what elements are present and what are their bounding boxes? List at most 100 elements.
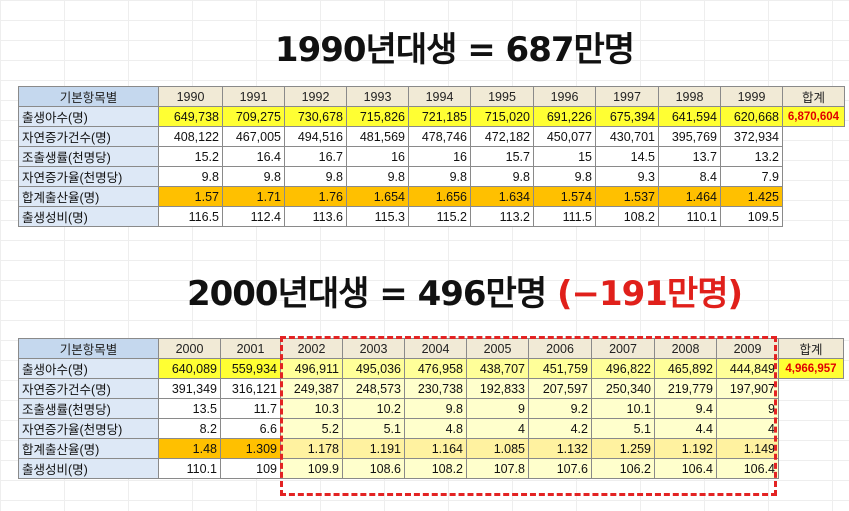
data-cell[interactable]: 6.6 [220, 418, 281, 439]
data-cell[interactable]: 250,340 [591, 378, 655, 399]
data-cell[interactable]: 691,226 [533, 106, 596, 127]
data-cell[interactable]: 1.537 [595, 186, 659, 207]
row-label-cell[interactable]: 출생아수(명) [18, 106, 159, 127]
total-header-cell[interactable]: 합계 [778, 338, 844, 359]
data-cell[interactable]: 495,036 [342, 358, 405, 379]
data-cell[interactable]: 438,707 [466, 358, 529, 379]
data-cell[interactable]: 13.5 [158, 398, 221, 419]
data-cell[interactable]: 1.48 [158, 438, 221, 459]
year-header-cell[interactable]: 1998 [658, 86, 721, 107]
year-header-cell[interactable]: 2003 [342, 338, 405, 359]
row-label-cell[interactable]: 자연증가건수(명) [18, 126, 159, 147]
data-cell[interactable]: 248,573 [342, 378, 405, 399]
row-label-cell[interactable]: 출생성비(명) [18, 206, 159, 227]
data-cell[interactable]: 11.7 [220, 398, 281, 419]
data-cell[interactable]: 4.8 [404, 418, 467, 439]
year-header-cell[interactable]: 1994 [408, 86, 471, 107]
data-cell[interactable]: 15 [533, 146, 596, 167]
data-cell[interactable]: 113.6 [284, 206, 347, 227]
data-cell[interactable]: 14.5 [595, 146, 659, 167]
data-cell[interactable]: 207,597 [528, 378, 592, 399]
data-cell[interactable]: 13.2 [720, 146, 783, 167]
data-cell[interactable]: 709,275 [222, 106, 285, 127]
data-cell[interactable]: 197,907 [716, 378, 779, 399]
year-header-cell[interactable]: 2005 [466, 338, 529, 359]
data-cell[interactable]: 112.4 [222, 206, 285, 227]
year-header-cell[interactable]: 2009 [716, 338, 779, 359]
data-cell[interactable]: 9.4 [654, 398, 717, 419]
data-cell[interactable]: 219,779 [654, 378, 717, 399]
data-cell[interactable]: 675,394 [595, 106, 659, 127]
year-header-cell[interactable]: 1993 [346, 86, 409, 107]
data-cell[interactable]: 9.8 [346, 166, 409, 187]
year-header-cell[interactable]: 2002 [280, 338, 343, 359]
data-cell[interactable]: 476,958 [404, 358, 467, 379]
data-cell[interactable]: 10.3 [280, 398, 343, 419]
year-header-cell[interactable]: 1995 [470, 86, 534, 107]
data-cell[interactable]: 108.6 [342, 458, 405, 479]
year-header-cell[interactable]: 2008 [654, 338, 717, 359]
data-cell[interactable]: 9.3 [595, 166, 659, 187]
data-cell[interactable]: 5.1 [591, 418, 655, 439]
data-cell[interactable]: 9.8 [533, 166, 596, 187]
row-label-cell[interactable]: 조출생률(천명당) [18, 146, 159, 167]
year-header-cell[interactable]: 1999 [720, 86, 783, 107]
data-cell[interactable]: 1.191 [342, 438, 405, 459]
year-header-cell[interactable]: 1991 [222, 86, 285, 107]
data-cell[interactable]: 5.2 [280, 418, 343, 439]
data-cell[interactable]: 9 [466, 398, 529, 419]
data-cell[interactable]: 1.192 [654, 438, 717, 459]
data-cell[interactable]: 115.3 [346, 206, 409, 227]
data-cell[interactable]: 496,911 [280, 358, 343, 379]
data-cell[interactable]: 1.309 [220, 438, 281, 459]
data-cell[interactable]: 1.634 [470, 186, 534, 207]
data-cell[interactable]: 478,746 [408, 126, 471, 147]
data-cell[interactable]: 1.259 [591, 438, 655, 459]
data-cell[interactable]: 640,089 [158, 358, 221, 379]
data-cell[interactable]: 1.656 [408, 186, 471, 207]
data-cell[interactable]: 9.2 [528, 398, 592, 419]
row-label-cell[interactable]: 조출생률(천명당) [18, 398, 159, 419]
data-cell[interactable]: 4.2 [528, 418, 592, 439]
data-cell[interactable]: 116.5 [158, 206, 223, 227]
data-cell[interactable]: 109 [220, 458, 281, 479]
data-cell[interactable]: 730,678 [284, 106, 347, 127]
data-cell[interactable]: 1.464 [658, 186, 721, 207]
data-cell[interactable]: 109.9 [280, 458, 343, 479]
row-label-cell[interactable]: 합계출산율(명) [18, 438, 159, 459]
data-cell[interactable]: 649,738 [158, 106, 223, 127]
data-cell[interactable]: 395,769 [658, 126, 721, 147]
year-header-cell[interactable]: 2000 [158, 338, 221, 359]
data-cell[interactable]: 481,569 [346, 126, 409, 147]
data-cell[interactable]: 1.164 [404, 438, 467, 459]
data-cell[interactable]: 1.574 [533, 186, 596, 207]
data-cell[interactable]: 230,738 [404, 378, 467, 399]
data-cell[interactable]: 9.8 [404, 398, 467, 419]
data-cell[interactable]: 8.4 [658, 166, 721, 187]
data-cell[interactable]: 494,516 [284, 126, 347, 147]
row-label-cell[interactable]: 자연증가율(천명당) [18, 418, 159, 439]
data-cell[interactable]: 4 [466, 418, 529, 439]
data-cell[interactable]: 16 [408, 146, 471, 167]
data-cell[interactable]: 4 [716, 418, 779, 439]
data-cell[interactable]: 8.2 [158, 418, 221, 439]
data-cell[interactable]: 13.7 [658, 146, 721, 167]
data-cell[interactable]: 559,934 [220, 358, 281, 379]
data-cell[interactable]: 108.2 [595, 206, 659, 227]
data-cell[interactable]: 1.57 [158, 186, 223, 207]
data-cell[interactable]: 4.4 [654, 418, 717, 439]
data-cell[interactable]: 16 [346, 146, 409, 167]
data-cell[interactable]: 109.5 [720, 206, 783, 227]
year-header-cell[interactable]: 2004 [404, 338, 467, 359]
total-header-cell[interactable]: 합계 [782, 86, 845, 107]
data-cell[interactable]: 15.7 [470, 146, 534, 167]
year-header-cell[interactable]: 1996 [533, 86, 596, 107]
data-cell[interactable]: 5.1 [342, 418, 405, 439]
data-cell[interactable]: 7.9 [720, 166, 783, 187]
data-cell[interactable]: 9.8 [470, 166, 534, 187]
data-cell[interactable]: 108.2 [404, 458, 467, 479]
data-cell[interactable]: 249,387 [280, 378, 343, 399]
data-cell[interactable]: 391,349 [158, 378, 221, 399]
data-cell[interactable]: 107.6 [528, 458, 592, 479]
data-cell[interactable]: 715,826 [346, 106, 409, 127]
